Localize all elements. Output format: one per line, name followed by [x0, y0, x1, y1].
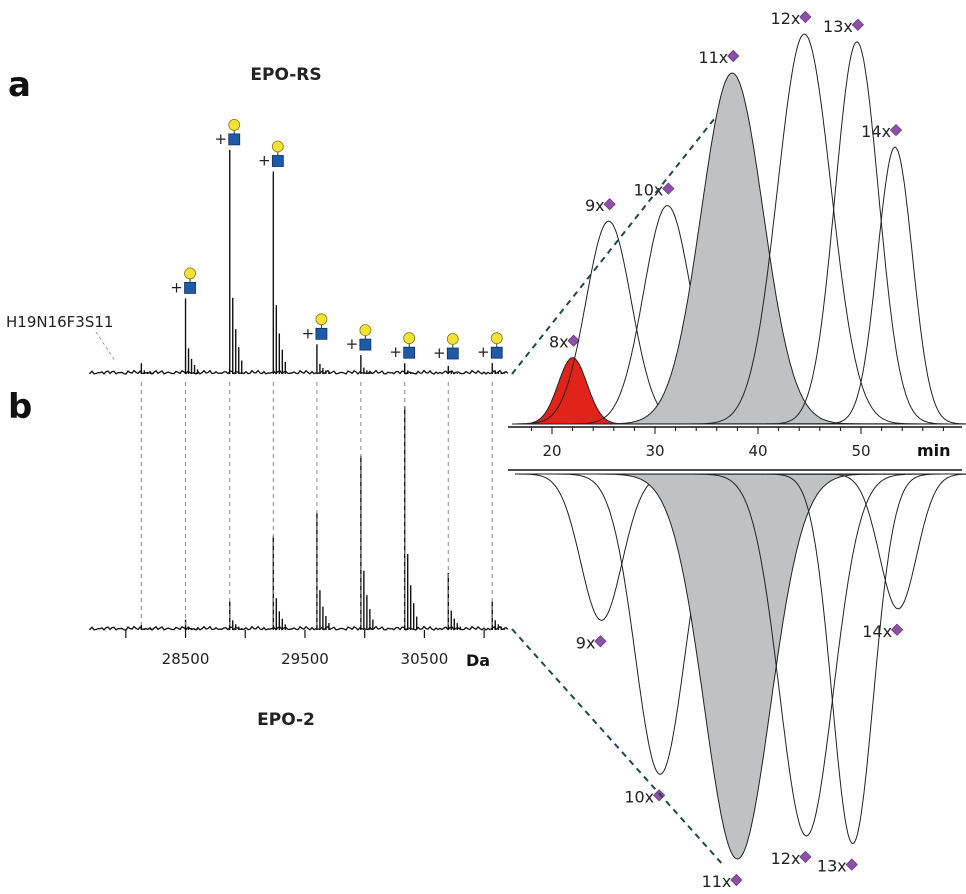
bottom-peak-label-11x: 11x	[702, 872, 732, 891]
galactose-circle-4	[359, 324, 372, 337]
lc-axis-unit: min	[917, 441, 951, 460]
top-trace-8x	[512, 357, 632, 425]
glycan-plus-4: +	[346, 335, 359, 353]
glycan-symbols: + + + + + + + +	[170, 119, 503, 362]
bottom-peak-label-12x: 12x	[771, 849, 801, 868]
top-peak-label-11x: 11x	[698, 48, 728, 67]
top-peak-label-13x: 13x	[823, 17, 853, 36]
ms-x-axis: 28500 29500 30500	[125, 630, 485, 668]
lc-tick-label-50: 50	[851, 442, 870, 460]
top-peak-sialic-diamond-8x	[567, 334, 580, 347]
top-peak-label-12x: 12x	[771, 9, 801, 28]
epo-2-peak-baseline	[89, 625, 509, 631]
glycan-plus-2: +	[258, 152, 271, 170]
top-peak-sialic-diamond-14x	[889, 124, 903, 137]
ms-tick-label-30500: 30500	[401, 650, 449, 668]
top-peak-label-10x: 10x	[634, 181, 664, 200]
bottom-peak-label-14x: 14x	[862, 622, 892, 641]
top-trace-13x	[766, 41, 948, 425]
bottom-trace-11x	[599, 473, 876, 860]
ms-tick-label-29500: 29500	[281, 650, 329, 668]
galactose-circle-6	[446, 333, 459, 345]
top-peak-sialic-diamond-10x	[662, 182, 675, 195]
annotation-leader-line	[95, 331, 117, 363]
epo-rs-peak-baseline	[89, 369, 509, 375]
top-peak-sialic-diamond-11x	[727, 49, 740, 63]
peak-alignment-lines	[140, 382, 493, 625]
bottom-peak-label-10x: 10x	[624, 787, 654, 806]
glcnac-square-1	[228, 133, 241, 146]
top-trace-14x	[821, 146, 966, 425]
epo-2-title: EPO-2	[257, 710, 315, 730]
top-trace-11x	[602, 72, 862, 425]
top-peak-sialic-diamond-12x	[799, 10, 812, 24]
bottom-peak-sialic-diamond-13x	[845, 858, 858, 871]
guide-line-bottom	[511, 628, 725, 867]
epo-2-spectrum	[89, 406, 509, 631]
glycan-plus-1: +	[214, 130, 227, 148]
bottom-peak-sialic-diamond-12x	[799, 850, 812, 863]
lc-tick-label-40: 40	[748, 442, 767, 460]
galactose-circle-5	[403, 332, 416, 345]
galactose-circle-0	[184, 267, 196, 280]
glycan-plus-5: +	[389, 343, 402, 361]
glcnac-square-4	[359, 338, 372, 351]
glcnac-square-2	[271, 155, 284, 167]
glycan-plus-7: +	[477, 343, 490, 361]
glcnac-square-6	[446, 347, 459, 360]
glcnac-square-3	[315, 327, 328, 340]
galactose-circle-1	[228, 119, 241, 131]
galactose-circle-3	[315, 313, 328, 326]
top-peak-label-8x: 8x	[549, 333, 569, 352]
ms-axis-unit: Da	[466, 651, 490, 670]
epo-rs-spectrum	[89, 149, 509, 375]
top-peak-sialic-diamond-9x	[603, 198, 616, 211]
bottom-trace-12x	[693, 473, 919, 837]
bottom-trace-13x	[766, 473, 940, 845]
lc-tick-label-30: 30	[645, 442, 664, 460]
lc-tick-label-20: 20	[542, 442, 561, 460]
glcnac-square-7	[490, 346, 503, 359]
epo-rs-title: EPO-RS	[250, 65, 321, 85]
top-peak-label-14x: 14x	[861, 122, 891, 141]
bottom-peak-sialic-diamond-14x	[890, 623, 904, 636]
galactose-circle-2	[271, 140, 284, 153]
ms-tick-label-28500: 28500	[162, 650, 210, 668]
glycoform-annotation: H19N16F3S11	[6, 313, 113, 331]
bottom-peak-sialic-diamond-9x	[594, 635, 607, 648]
panel-b-letter: b	[8, 387, 32, 427]
top-trace-12x	[691, 33, 917, 425]
galactose-circle-7	[490, 332, 503, 345]
bottom-peak-sialic-diamond-11x	[730, 873, 743, 887]
panel-a-letter: a	[8, 65, 31, 105]
top-peak-label-9x: 9x	[585, 196, 605, 215]
glycan-plus-0: +	[170, 278, 183, 296]
glcnac-square-0	[184, 281, 196, 294]
bottom-trace-14x	[820, 473, 966, 610]
bottom-peak-sialic-diamond-10x	[653, 789, 666, 802]
glycan-plus-3: +	[302, 324, 315, 342]
lc-chromatograms: 8x 9x 10x 11x 12x 13x 14x 9x 10x 11x 12x 13x 14x 20 30…	[508, 9, 966, 891]
bottom-peak-label-13x: 13x	[817, 857, 847, 876]
top-peak-sialic-diamond-13x	[851, 18, 864, 31]
glcnac-square-5	[403, 346, 416, 359]
glycan-plus-6: +	[433, 344, 446, 362]
bottom-peak-label-9x: 9x	[576, 633, 596, 652]
